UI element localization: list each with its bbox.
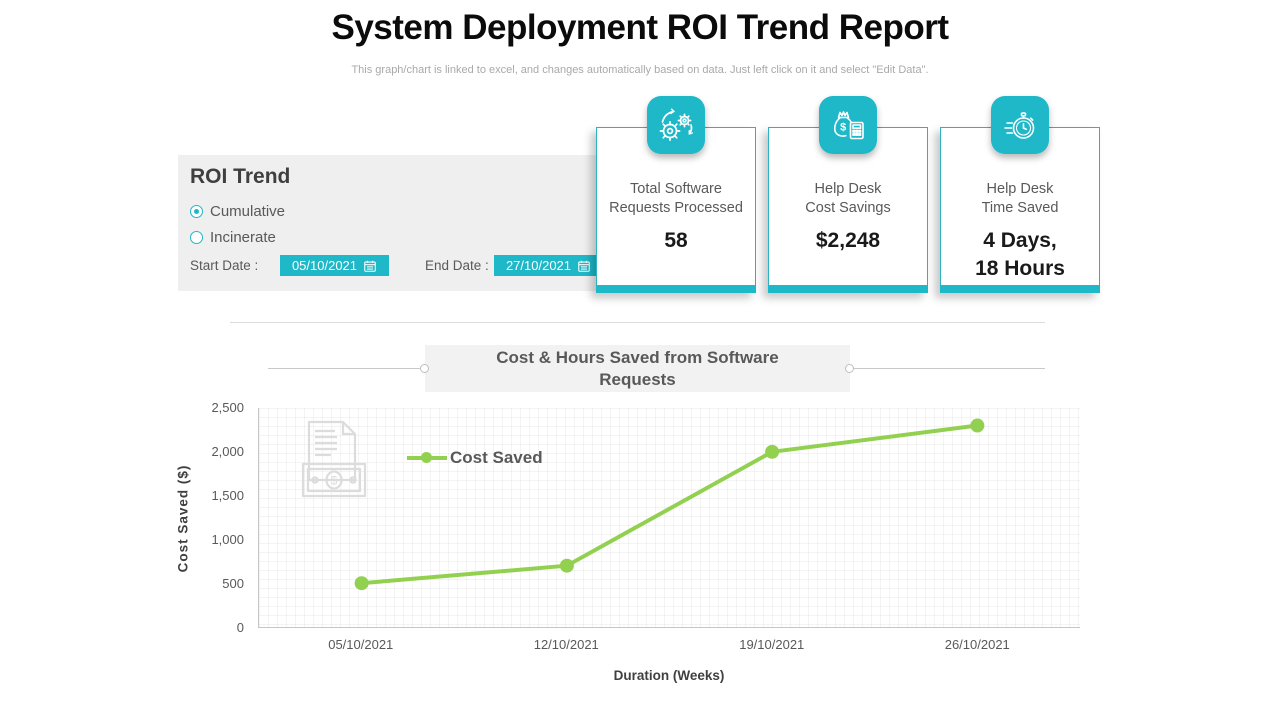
end-date-label: End Date : bbox=[425, 258, 489, 273]
y-tick-label: 2,500 bbox=[211, 400, 244, 415]
card-accent-strip bbox=[768, 285, 928, 293]
title-connector-line bbox=[268, 368, 425, 369]
title-connector-line bbox=[850, 368, 1045, 369]
svg-text:$: $ bbox=[331, 474, 338, 488]
kpi-label-line: Time Saved bbox=[981, 199, 1059, 216]
kpi-label-line: Total Software bbox=[630, 181, 722, 197]
gears-icon bbox=[647, 96, 705, 154]
data-point bbox=[354, 576, 369, 591]
radio-button-icon[interactable] bbox=[190, 205, 203, 218]
radio-label: Incinerate bbox=[210, 229, 276, 246]
x-axis-title: Duration (Weeks) bbox=[613, 668, 725, 683]
section-divider bbox=[230, 322, 1045, 323]
kpi-card-cost-savings: Help Desk Cost Savings $2,248 bbox=[768, 127, 928, 293]
kpi-label-line: Help Desk bbox=[814, 181, 882, 197]
kpi-card-software-requests: Total Software Requests Processed 58 bbox=[596, 127, 756, 293]
connector-node-icon bbox=[845, 364, 854, 373]
calendar-icon bbox=[578, 260, 590, 272]
legend-label: Cost Saved bbox=[450, 448, 543, 467]
chart-legend: Cost Saved bbox=[407, 448, 543, 468]
kpi-card-time-saved: Help Desk Time Saved 4 Days, 18 Hours bbox=[940, 127, 1100, 293]
kpi-value-line: 18 Hours bbox=[975, 257, 1065, 281]
x-tick-label: 26/10/2021 bbox=[944, 637, 1010, 652]
radio-option-cumulative[interactable]: Cumulative bbox=[190, 203, 285, 220]
invoice-money-watermark-icon: $ bbox=[301, 420, 367, 498]
kpi-label-line: Requests Processed bbox=[609, 199, 743, 216]
data-point bbox=[970, 418, 985, 433]
x-tick-label: 19/10/2021 bbox=[739, 637, 805, 652]
start-date-picker[interactable]: 05/10/2021 bbox=[280, 255, 389, 276]
y-tick-label: 0 bbox=[236, 620, 244, 635]
page-title: System Deployment ROI Trend Report bbox=[331, 8, 949, 47]
x-axis-tick-labels: 05/10/2021 12/10/2021 19/10/2021 26/10/2021 bbox=[258, 637, 1080, 655]
start-date-label: Start Date : bbox=[190, 258, 259, 273]
y-tick-label: 500 bbox=[222, 576, 244, 591]
kpi-value: $2,248 bbox=[815, 228, 881, 252]
page-subtitle: This graph/chart is linked to excel, and… bbox=[351, 64, 929, 76]
x-tick-label: 12/10/2021 bbox=[533, 637, 599, 652]
end-date-picker[interactable]: 27/10/2021 bbox=[494, 255, 603, 276]
card-accent-strip bbox=[596, 285, 756, 293]
legend-marker-icon bbox=[407, 452, 447, 464]
chart-title-line: Requests bbox=[599, 369, 676, 389]
radio-option-incinerate[interactable]: Incinerate bbox=[190, 229, 276, 246]
svg-text:$: $ bbox=[840, 122, 846, 134]
chart-title: Cost & Hours Saved from Software Request… bbox=[425, 345, 850, 392]
kpi-label-line: Help Desk bbox=[986, 181, 1054, 197]
radio-label: Cumulative bbox=[210, 203, 286, 220]
x-tick-label: 05/10/2021 bbox=[328, 637, 394, 652]
date-controls: Start Date : 05/10/2021 End Date : 27/10… bbox=[190, 255, 603, 277]
kpi-label-line: Cost Savings bbox=[805, 199, 891, 216]
roi-trend-heading: ROI Trend bbox=[190, 165, 291, 188]
y-tick-label: 2,000 bbox=[211, 444, 244, 459]
calendar-icon bbox=[364, 260, 376, 272]
kpi-value-line: 4 Days, bbox=[983, 228, 1057, 252]
end-date-value: 27/10/2021 bbox=[505, 258, 572, 273]
line-series bbox=[354, 418, 985, 591]
card-accent-strip bbox=[940, 285, 1100, 293]
data-point bbox=[765, 444, 780, 459]
y-axis-tick-labels: 0 500 1,000 1,500 2,000 2,500 bbox=[190, 400, 250, 635]
data-point bbox=[559, 558, 574, 573]
radio-button-icon[interactable] bbox=[190, 231, 203, 244]
start-date-value: 05/10/2021 bbox=[291, 258, 358, 273]
money-bag-calculator-icon: $ bbox=[819, 96, 877, 154]
y-tick-label: 1,500 bbox=[211, 488, 244, 503]
connector-node-icon bbox=[420, 364, 429, 373]
plot-area[interactable]: $ Cost Saved bbox=[258, 408, 1080, 628]
roi-trend-panel: ROI Trend Cumulative Incinerate Start Da… bbox=[178, 155, 603, 291]
stopwatch-icon bbox=[991, 96, 1049, 154]
y-tick-label: 1,000 bbox=[211, 532, 244, 547]
kpi-value: 58 bbox=[664, 228, 688, 252]
chart-title-line: Cost & Hours Saved from Software bbox=[496, 348, 779, 368]
